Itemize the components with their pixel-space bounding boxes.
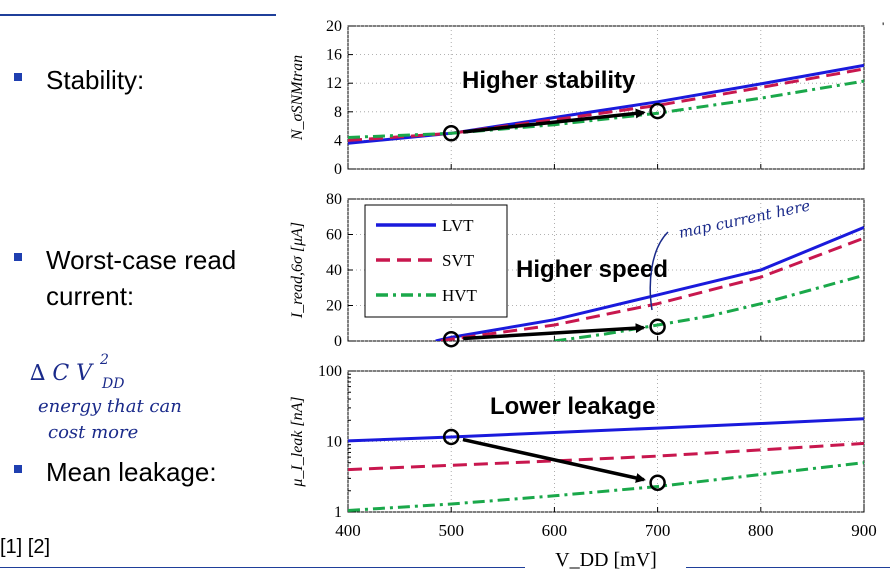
axis-label-y: μ_I_leak [nA] [289, 396, 306, 487]
hand-note-line3: cost more [48, 422, 138, 443]
legend: LVT SVT HVT [364, 204, 508, 318]
bullet-read-current: Worst-case read current: [46, 245, 237, 311]
tick-label-y: 20 [326, 18, 342, 35]
hand-note-sup: 2 [99, 352, 109, 368]
series-line-hvt [348, 461, 864, 512]
series-line-lvt [435, 226, 864, 341]
annotation-title: Higher speed [516, 256, 668, 283]
legend-label-hvt: HVT [442, 286, 478, 305]
series-line-hvt [554, 273, 864, 341]
hand-note-line1: ∆ C V [30, 361, 94, 386]
tick-label-y: 16 [326, 47, 342, 64]
series-line-hvt [348, 79, 864, 139]
plot-frame [347, 25, 865, 170]
series-line-svt [348, 441, 864, 472]
marker-circle-start [442, 330, 460, 348]
bullet-stability: Stability: [46, 65, 145, 95]
corner-mark: ' [882, 20, 885, 34]
tick-label-y: 80 [326, 191, 342, 208]
tick-label-y: 4 [334, 132, 342, 149]
tick-label-y: 40 [326, 262, 342, 279]
legend-label-svt: SVT [442, 251, 475, 270]
tick-label-y: 8 [334, 104, 342, 121]
tick-label-y: 0 [334, 161, 342, 178]
bullet-marker-leakage [14, 465, 22, 473]
tick-label-x: 500 [438, 521, 464, 540]
hand-note-pointer [649, 231, 669, 311]
tick-label-y: 1 [334, 504, 342, 521]
trend-arrow [462, 108, 646, 134]
handwritten-note-left: ∆ C V 2 DD energy that can cost more [30, 352, 182, 443]
tick-label-y: 10 [326, 434, 342, 451]
annotation-title: Lower leakage [490, 393, 655, 420]
references: [1] [2] [0, 536, 51, 558]
marker-circle-end [649, 102, 666, 120]
trend-arrow [462, 437, 646, 483]
axis-label-x: V_DD [mV] [555, 549, 657, 571]
tick-label-y: 100 [318, 363, 342, 380]
bullet-leakage: Mean leakage: [46, 457, 217, 487]
tick-label-x: 700 [645, 521, 671, 540]
footer-rule-left [0, 567, 525, 568]
hand-note-sub: DD [101, 376, 124, 392]
plot-frame [347, 370, 865, 513]
tick-label-x: 800 [748, 521, 774, 540]
panel-2: 0 20 40 60 80 I_read,6σ [μA] Higher speed LVT SV… [289, 191, 865, 350]
bullet-marker-stability [14, 73, 22, 81]
axis-label-y: I_read,6σ [μA] [289, 222, 306, 319]
footer-rule-right [686, 567, 890, 568]
series-line-svt [440, 236, 864, 341]
annotation-title: Higher stability [462, 67, 636, 94]
tick-label-x: 400 [335, 521, 361, 540]
panel-3: 1 10 100 μ_I_leak [nA] 400 500 600 700 800 900 V_D… [289, 363, 877, 571]
tick-label-x: 600 [542, 521, 568, 540]
marker-circle-end [649, 474, 666, 491]
legend-label-lvt: LVT [442, 216, 474, 235]
panel-1: 0 4 8 12 16 20 N_σSNMtran Higher stability [289, 18, 865, 178]
hand-note-line2: energy that can [38, 396, 182, 417]
trend-arrow [463, 323, 646, 341]
marker-circle-start [442, 428, 460, 446]
tick-label-y: 60 [326, 227, 342, 244]
series-line-lvt [348, 417, 864, 443]
tick-label-y: 12 [326, 75, 342, 92]
bullet-marker-read-current [14, 253, 22, 261]
tick-label-y: 20 [326, 298, 342, 315]
marker-circle-end [649, 318, 666, 336]
marker-circle-start [442, 125, 460, 142]
tick-label-x: 900 [851, 521, 877, 540]
header-rule [0, 14, 276, 16]
axis-label-y: N_σSNMtran [289, 55, 306, 141]
tick-label-y: 0 [334, 333, 342, 350]
